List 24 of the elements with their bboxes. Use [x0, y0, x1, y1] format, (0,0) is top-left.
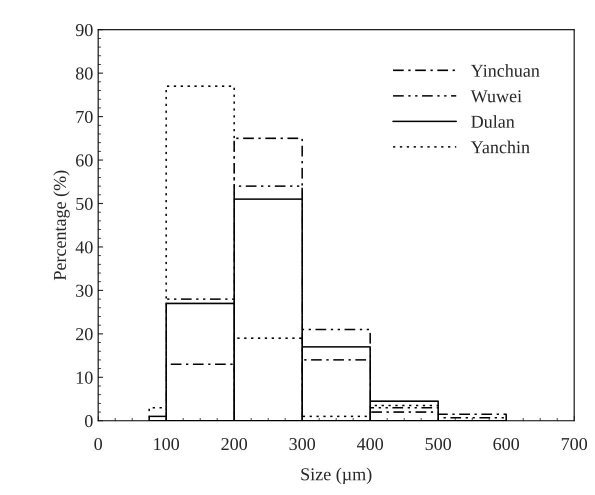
y-tick-label: 70: [76, 110, 93, 124]
x-axis-title: Size (µm): [301, 468, 372, 484]
legend-label: Yinchuan: [470, 64, 540, 77]
y-tick-label: 0: [84, 415, 93, 428]
y-axis-title: Percentage (%): [53, 170, 70, 280]
y-tick-label: 90: [76, 24, 93, 36]
x-tick-label: 100: [154, 438, 180, 450]
y-tick-label: 40: [76, 241, 93, 254]
x-tick-label: 300: [289, 438, 316, 450]
legend-label: Wuwei: [470, 90, 522, 102]
x-tick-label: 500: [426, 438, 452, 450]
y-tick-label: 10: [76, 372, 93, 384]
x-tick-label: 200: [221, 438, 248, 450]
y-tick-label: 30: [76, 284, 93, 297]
legend-label: Dulan: [471, 115, 515, 128]
legend-label: Yanchin: [470, 140, 530, 154]
x-tick-label: 400: [356, 438, 384, 450]
x-tick-label: 600: [493, 438, 520, 450]
y-tick-label: 60: [76, 154, 93, 166]
y-tick-label: 50: [76, 198, 93, 210]
x-tick-label: 0: [94, 438, 102, 450]
x-tick-label: 700: [562, 438, 588, 450]
y-tick-label: 80: [76, 67, 93, 80]
y-tick-label: 20: [76, 328, 93, 340]
